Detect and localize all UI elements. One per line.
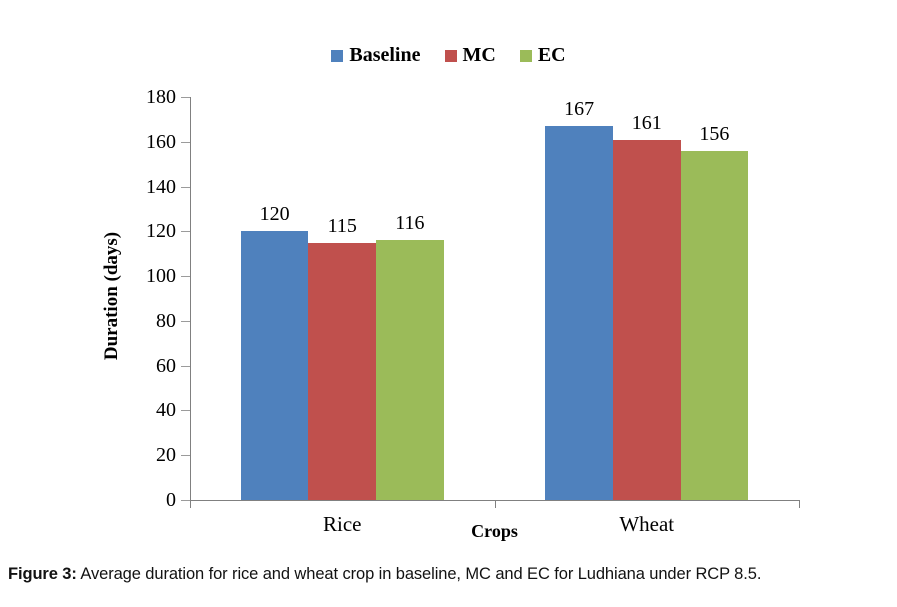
- y-tick-label: 140: [146, 175, 176, 198]
- caption-text: Average duration for rice and wheat crop…: [76, 565, 762, 583]
- legend-item-baseline: Baseline: [331, 44, 421, 67]
- bar-mc-rice: [308, 242, 377, 500]
- legend-item-mc: MC: [444, 44, 496, 67]
- bar-value-label: 116: [395, 212, 425, 235]
- bar-ec-rice: [376, 240, 444, 500]
- bar-baseline-rice: [240, 231, 309, 500]
- y-tick-label: 20: [156, 444, 176, 467]
- x-axis-title: Crops: [471, 521, 518, 541]
- bar-value-label: 156: [699, 122, 730, 145]
- legend-swatch-icon: [444, 49, 457, 62]
- bar-value-label: 120: [259, 203, 290, 226]
- y-tick-label: 0: [166, 489, 176, 511]
- y-axis-title: Duration (days): [101, 231, 122, 361]
- bar-value-label: 167: [564, 98, 595, 121]
- y-tick-mark: [181, 186, 190, 188]
- x-tick-mark: [494, 501, 496, 508]
- x-tick-mark: [799, 501, 800, 508]
- y-tick-label: 100: [146, 265, 176, 288]
- legend-label: MC: [462, 44, 496, 66]
- category-label-wheat: Wheat: [619, 512, 675, 536]
- figure-caption: Figure 3: Average duration for rice and …: [8, 565, 892, 584]
- y-axis-line: [190, 97, 191, 501]
- caption-label: Figure 3:: [8, 565, 77, 583]
- legend-swatch-icon: [331, 49, 344, 62]
- bar-value-label: 161: [631, 111, 662, 134]
- y-tick-mark: [181, 276, 190, 278]
- legend-label: Baseline: [349, 44, 421, 66]
- y-tick-mark: [181, 141, 190, 143]
- y-tick-label: 180: [146, 86, 176, 108]
- y-tick-mark: [181, 500, 190, 501]
- bar-ec-wheat: [680, 150, 749, 500]
- y-tick-label: 80: [156, 309, 176, 332]
- legend-swatch-icon: [519, 49, 532, 62]
- y-tick-label: 160: [146, 130, 176, 153]
- x-axis-line: [190, 500, 800, 501]
- y-tick-label: 40: [156, 399, 176, 422]
- y-tick-mark: [181, 455, 190, 457]
- y-tick-mark: [181, 231, 190, 233]
- y-tick-mark: [181, 97, 190, 98]
- y-tick-mark: [181, 410, 190, 412]
- y-tick-mark: [181, 365, 190, 367]
- legend: Baseline MC EC: [0, 44, 897, 67]
- bar-value-label: 115: [327, 214, 357, 237]
- x-tick-mark: [190, 501, 191, 508]
- bar-mc-wheat: [612, 139, 681, 500]
- legend-label: EC: [537, 44, 566, 66]
- y-tick-label: 120: [146, 220, 176, 243]
- legend-item-ec: EC: [519, 44, 566, 67]
- bar-baseline-wheat: [545, 126, 613, 500]
- y-tick-label: 60: [156, 354, 176, 377]
- category-label-rice: Rice: [323, 512, 362, 536]
- y-tick-mark: [181, 320, 190, 322]
